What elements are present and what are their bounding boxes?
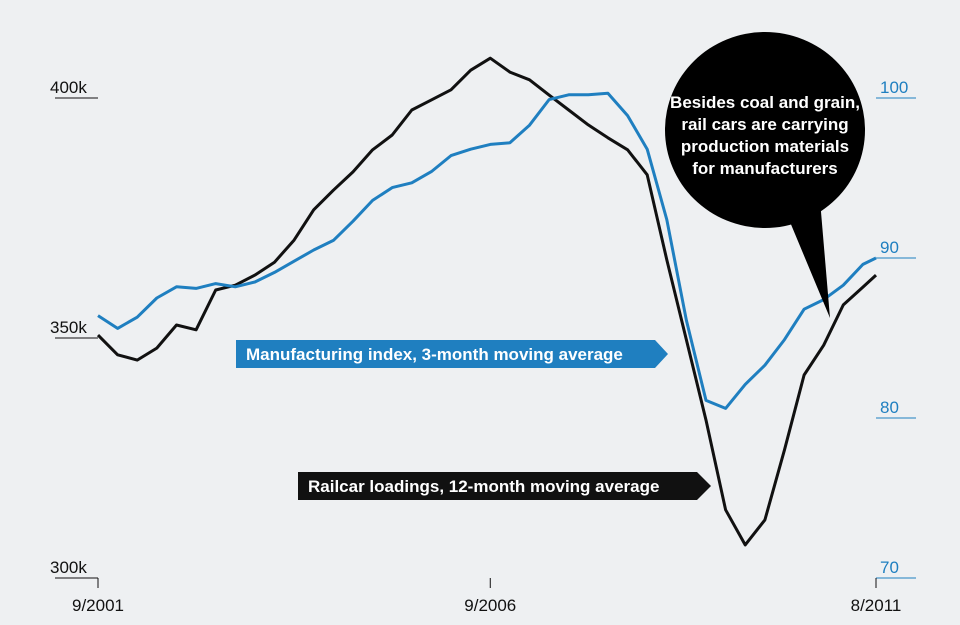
bubble-tail [785, 200, 830, 318]
annotation-text: rail cars are carrying [681, 115, 848, 134]
legend-box [298, 472, 711, 500]
bubble [665, 32, 865, 228]
y-tick-label: 300k [50, 558, 87, 577]
legend-label: Railcar loadings, 12-month moving averag… [308, 477, 659, 496]
x-tick-label: 9/2006 [464, 596, 516, 615]
series-line [97, 91, 877, 410]
annotation-text: Besides coal and grain, [670, 93, 860, 112]
y2-tick-label: 70 [880, 558, 899, 577]
annotation-text: for manufacturers [692, 159, 837, 178]
legend-box [236, 340, 668, 368]
y2-tick-label: 100 [880, 78, 908, 97]
y2-tick-label: 90 [880, 238, 899, 257]
x-tick-label: 9/2001 [72, 596, 124, 615]
y-tick-label: 400k [50, 78, 87, 97]
y2-tick-label: 80 [880, 398, 899, 417]
annotation-text: production materials [681, 137, 849, 156]
x-tick-label: 8/2011 [851, 596, 902, 615]
y-tick-label: 350k [50, 318, 87, 337]
legend-label: Manufacturing index, 3-month moving aver… [246, 345, 623, 364]
